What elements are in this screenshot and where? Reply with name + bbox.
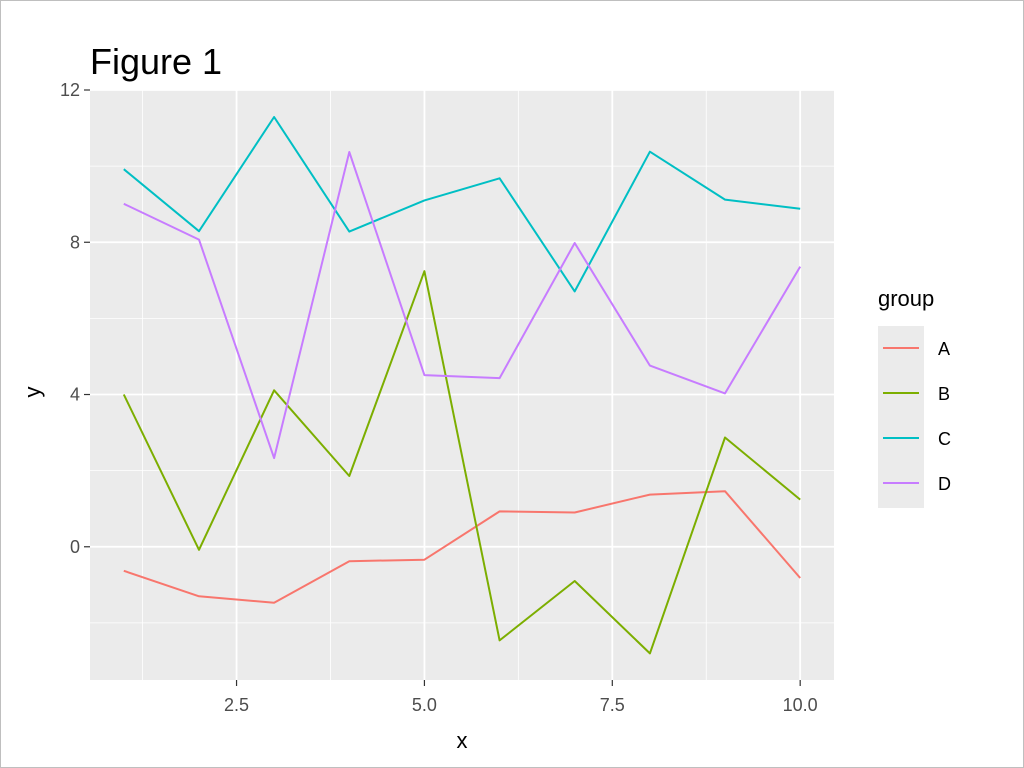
x-tick-label: 10.0 (783, 695, 818, 715)
y-axis: 0 4 8 12 (60, 80, 90, 557)
series-line-c (123, 116, 801, 293)
x-axis-title: x (457, 728, 468, 753)
y-tick-label: 0 (70, 537, 80, 557)
series-line-a (123, 490, 801, 604)
plot-panel (90, 90, 834, 680)
x-tick-label: 5.0 (412, 695, 437, 715)
legend-label-d: D (938, 474, 951, 494)
series-line-d (123, 151, 802, 460)
chart-title: Figure 1 (90, 41, 222, 82)
y-tick-label: 12 (60, 80, 80, 100)
y-tick-label: 8 (70, 232, 80, 252)
y-tick-label: 4 (70, 385, 80, 405)
series-lines (122, 116, 802, 655)
grid-major (90, 89, 834, 680)
x-tick-label: 2.5 (224, 695, 249, 715)
x-tick-label: 7.5 (600, 695, 625, 715)
legend-key-background (878, 326, 924, 508)
series-line-b (122, 270, 801, 655)
legend-title: group (878, 286, 934, 311)
legend-items: A B C D (883, 339, 951, 494)
legend-label-c: C (938, 429, 951, 449)
x-axis: 2.5 5.0 7.5 10.0 (224, 680, 818, 715)
legend-label-b: B (938, 384, 950, 404)
y-axis-title: y (20, 387, 45, 398)
legend-label-a: A (938, 339, 950, 359)
grid-minor (90, 90, 834, 680)
legend: group A B C D (878, 286, 951, 508)
